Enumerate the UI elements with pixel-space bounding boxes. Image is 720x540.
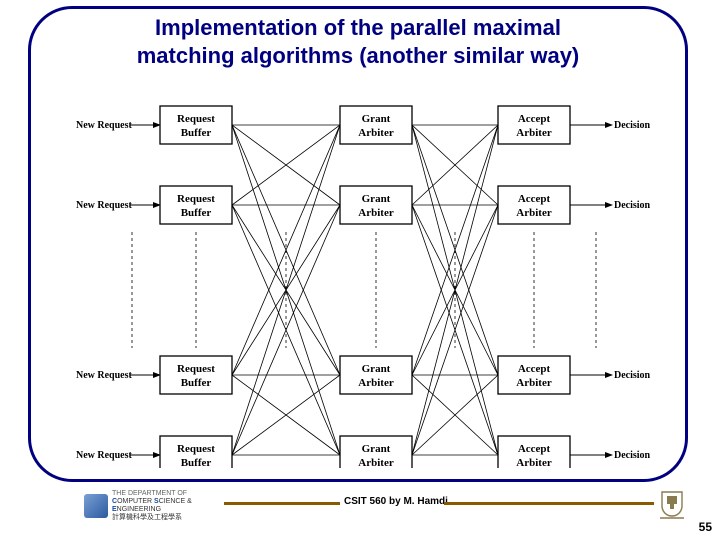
svg-text:Grant: Grant — [362, 363, 391, 375]
footer-rule-right — [444, 502, 654, 505]
dept-icon — [84, 494, 108, 518]
svg-text:Arbiter: Arbiter — [516, 457, 552, 468]
svg-text:Accept: Accept — [518, 113, 551, 125]
svg-text:Arbiter: Arbiter — [516, 207, 552, 219]
svg-text:Buffer: Buffer — [181, 377, 212, 389]
svg-text:Buffer: Buffer — [181, 457, 212, 468]
svg-text:Accept: Accept — [518, 443, 551, 455]
svg-text:Decision: Decision — [614, 200, 651, 211]
svg-text:New Request: New Request — [76, 370, 132, 381]
title-line-1: Implementation of the parallel maximal — [155, 15, 561, 40]
svg-text:Request: Request — [177, 363, 215, 375]
title-line-2: matching algorithms (another similar way… — [137, 43, 580, 68]
dept-text: THE DEPARTMENT OF COMPUTER SCIENCE & ENG… — [112, 490, 192, 522]
slide-number: 55 — [699, 520, 712, 534]
svg-text:Grant: Grant — [362, 113, 391, 125]
svg-text:Arbiter: Arbiter — [516, 377, 552, 389]
svg-text:Arbiter: Arbiter — [516, 127, 552, 139]
department-logo: THE DEPARTMENT OF COMPUTER SCIENCE & ENG… — [84, 490, 224, 522]
footer-rule-left — [224, 502, 340, 505]
svg-text:New Request: New Request — [76, 450, 132, 461]
svg-text:Request: Request — [177, 113, 215, 125]
svg-text:Grant: Grant — [362, 193, 391, 205]
svg-text:New Request: New Request — [76, 200, 132, 211]
university-crest-icon — [658, 488, 686, 522]
svg-text:Decision: Decision — [614, 120, 651, 131]
svg-text:Arbiter: Arbiter — [358, 207, 394, 219]
svg-text:Accept: Accept — [518, 193, 551, 205]
svg-text:Accept: Accept — [518, 363, 551, 375]
svg-text:Buffer: Buffer — [181, 207, 212, 219]
svg-text:Request: Request — [177, 443, 215, 455]
svg-text:Arbiter: Arbiter — [358, 377, 394, 389]
svg-text:New Request: New Request — [76, 120, 132, 131]
svg-text:Request: Request — [177, 193, 215, 205]
footer-text: CSIT 560 by M. Hamdi — [344, 496, 448, 507]
svg-text:Buffer: Buffer — [181, 127, 212, 139]
svg-text:Arbiter: Arbiter — [358, 457, 394, 468]
slide-title: Implementation of the parallel maximal m… — [40, 14, 676, 69]
svg-text:Decision: Decision — [614, 370, 651, 381]
matching-diagram: New Request Request Buffer Grant Arbiter Acce… — [60, 88, 660, 468]
svg-text:Grant: Grant — [362, 443, 391, 455]
svg-text:Decision: Decision — [614, 450, 651, 461]
svg-text:Arbiter: Arbiter — [358, 127, 394, 139]
